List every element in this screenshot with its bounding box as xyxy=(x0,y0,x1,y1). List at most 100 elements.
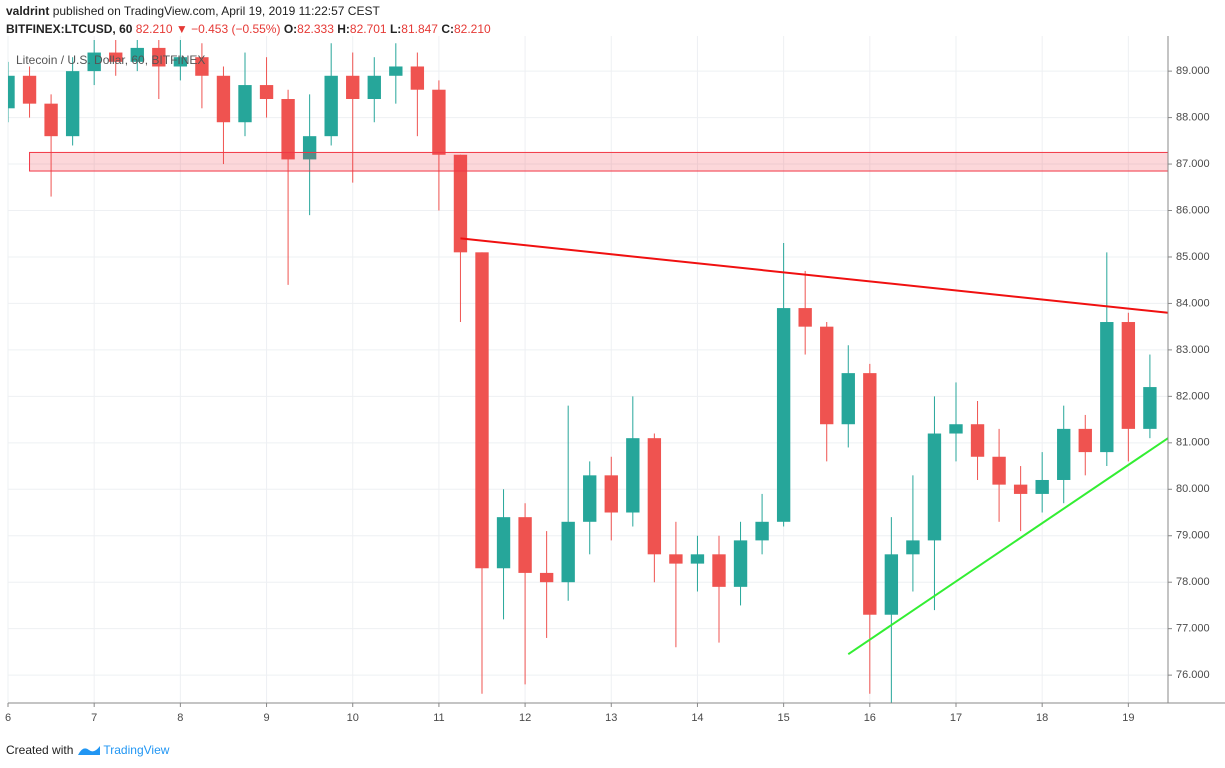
candle-body xyxy=(281,99,295,160)
candle-body xyxy=(755,521,769,541)
candle-body xyxy=(992,456,1006,485)
x-tick-label: 17 xyxy=(950,712,962,724)
x-tick-label: 14 xyxy=(691,712,703,724)
y-tick-label: 76.000 xyxy=(1176,669,1210,681)
candle-body xyxy=(216,75,231,123)
x-tick-label: 11 xyxy=(433,712,444,724)
candle-body xyxy=(539,572,554,583)
candle-body xyxy=(863,373,877,615)
x-tick-label: 6 xyxy=(5,712,11,724)
candle-body xyxy=(152,47,166,67)
candle-body xyxy=(561,521,575,583)
change-arrow: ▼ xyxy=(175,22,188,36)
author[interactable]: valdrint xyxy=(6,4,50,18)
candle-body xyxy=(475,252,489,569)
candle-body xyxy=(324,75,338,137)
y-tick-label: 85.000 xyxy=(1176,251,1210,263)
candle-body xyxy=(949,424,963,434)
open: 82.333 xyxy=(297,22,334,36)
y-tick-label: 81.000 xyxy=(1176,437,1210,449)
y-tick-label: 89.000 xyxy=(1176,65,1210,77)
x-tick-label: 12 xyxy=(519,712,531,724)
candle-body xyxy=(22,75,37,104)
high-label: H: xyxy=(337,22,350,36)
high: 82.701 xyxy=(349,22,387,36)
candle-body xyxy=(1035,479,1049,494)
candle-body xyxy=(820,326,834,425)
candle-body xyxy=(346,75,360,100)
candle-body xyxy=(906,540,920,555)
x-tick-label: 16 xyxy=(864,712,876,724)
y-tick-label: 80.000 xyxy=(1176,483,1210,495)
support-zone xyxy=(29,151,1168,172)
candle-body xyxy=(8,75,15,109)
published: published on TradingView.com, April 19, … xyxy=(52,4,380,18)
candle-body xyxy=(44,103,58,137)
candle-body xyxy=(432,89,446,155)
candle-body xyxy=(647,438,662,555)
x-tick-label: 7 xyxy=(91,712,97,724)
candle-body xyxy=(927,433,942,541)
brand[interactable]: TradingView xyxy=(103,743,170,757)
candle-body xyxy=(884,554,899,615)
candle-body xyxy=(302,136,317,160)
open-label: O: xyxy=(283,22,298,36)
footer: Created with TradingView xyxy=(6,743,169,757)
x-tick-label: 13 xyxy=(605,712,617,724)
candle-body xyxy=(195,57,209,76)
trend-line xyxy=(460,237,1168,314)
y-tick-label: 86.000 xyxy=(1176,204,1210,216)
created: Created with xyxy=(6,743,74,757)
y-tick-label: 87.000 xyxy=(1176,158,1210,170)
candle-body xyxy=(389,66,403,76)
y-tick-label: 84.000 xyxy=(1176,297,1210,309)
candle-body xyxy=(173,57,188,67)
candle-body xyxy=(1100,322,1114,453)
change: −0.453 (−0.55%) xyxy=(191,22,281,36)
candle-body xyxy=(1143,387,1157,429)
candle-body xyxy=(1013,484,1028,494)
logo xyxy=(78,746,101,755)
candle-body xyxy=(109,52,123,62)
candle-body xyxy=(367,75,381,100)
chart: Litecoin / U.S. Dollar, 60, BITFINEX 76.… xyxy=(5,36,1225,724)
candle-body xyxy=(733,540,748,587)
x-tick-label: 19 xyxy=(1122,712,1134,724)
y-tick-label: 83.000 xyxy=(1176,344,1210,356)
candle-body xyxy=(712,554,726,587)
y-tick-label: 77.000 xyxy=(1176,623,1210,635)
candle-body xyxy=(669,554,683,564)
candle-body xyxy=(453,154,468,253)
publish-line: valdrint published on TradingView.com, A… xyxy=(6,4,380,18)
candle-body xyxy=(604,475,618,513)
x-tick-label: 8 xyxy=(177,712,183,724)
candle-body xyxy=(496,517,511,569)
candle-body xyxy=(65,71,80,137)
candle-body xyxy=(690,554,705,564)
x-tick-label: 9 xyxy=(263,712,269,724)
candle-body xyxy=(410,66,425,90)
low-label: L: xyxy=(389,22,402,36)
candle-body xyxy=(259,85,274,100)
y-tick-label: 82.000 xyxy=(1176,390,1210,402)
y-tick-label: 88.000 xyxy=(1176,111,1210,123)
symbol: BITFINEX:LTCUSD, 60 xyxy=(6,22,133,36)
candle-body xyxy=(1078,428,1092,453)
candle-body xyxy=(1057,428,1071,480)
x-tick-label: 15 xyxy=(778,712,790,724)
candle-body xyxy=(798,308,812,327)
candle-body xyxy=(518,517,532,573)
x-tick-label: 18 xyxy=(1036,712,1048,724)
candle-body xyxy=(970,424,985,457)
close-label: C: xyxy=(441,22,454,36)
close: 82.210 xyxy=(453,22,491,36)
low: 81.847 xyxy=(401,22,438,36)
symbol-line: BITFINEX:LTCUSD, 60 82.210 ▼ −0.453 (−0.… xyxy=(6,22,491,36)
candle-body xyxy=(626,438,640,513)
candle-body xyxy=(841,373,855,425)
y-tick-label: 78.000 xyxy=(1176,576,1210,588)
trend-line xyxy=(847,437,1168,656)
candle-body xyxy=(776,308,791,522)
legend: Litecoin / U.S. Dollar, 60, BITFINEX xyxy=(16,53,205,67)
